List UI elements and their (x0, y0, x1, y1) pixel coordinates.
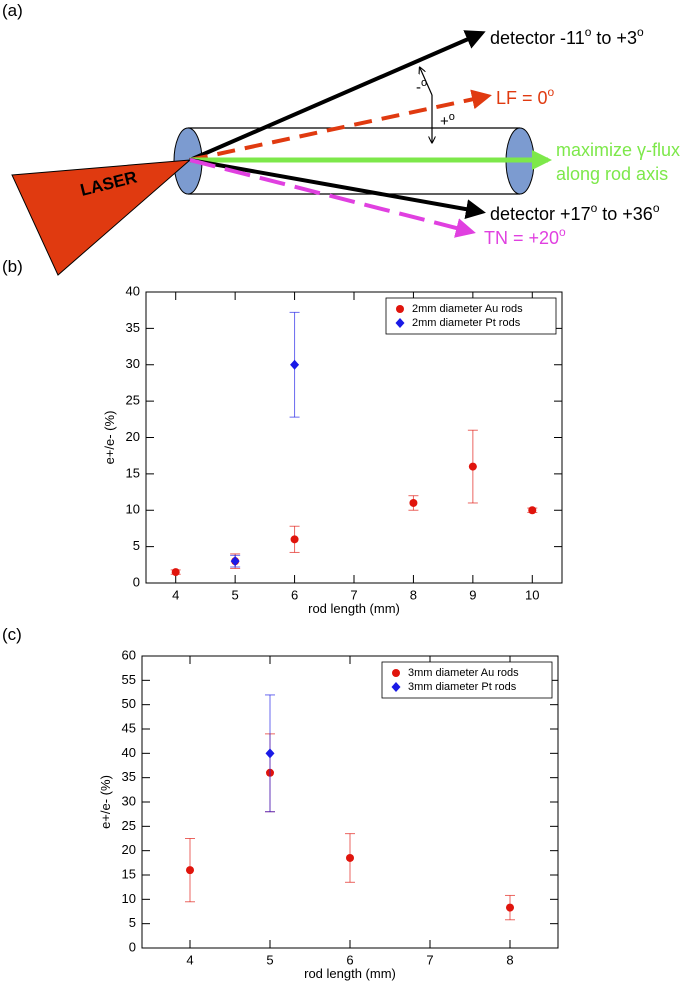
legend-label: 2mm diameter Pt rods (412, 317, 521, 329)
y-tick-label: 30 (122, 793, 136, 808)
x-tick-label: 4 (172, 587, 179, 602)
y-tick-label: 15 (122, 866, 136, 881)
y-tick-label: 35 (122, 769, 136, 784)
legend-box (381, 661, 553, 699)
y-tick-label: 35 (126, 320, 140, 335)
point (346, 853, 354, 862)
gamma-label: along rod axis (556, 164, 668, 184)
y-axis-label: e+/e- (%) (102, 411, 117, 465)
point (468, 462, 477, 471)
detector-arrow (189, 30, 486, 162)
x-tick-label: 5 (266, 952, 273, 967)
point (230, 556, 240, 567)
point (528, 506, 537, 515)
y-tick-label: 45 (122, 720, 136, 735)
point (171, 568, 180, 577)
x-axis-label: rod length (mm) (308, 601, 400, 616)
x-tick-label: 8 (506, 952, 513, 967)
x-tick-label: 7 (426, 952, 433, 967)
point (265, 748, 275, 759)
legend-label: 2mm diameter Au rods (412, 303, 523, 315)
y-tick-label: 10 (126, 502, 140, 517)
x-tick-label: 6 (346, 952, 353, 967)
point (506, 903, 514, 912)
laser-beam (11, 159, 192, 276)
y-tick-label: 5 (133, 538, 140, 553)
x-axis-label: rod length (mm) (304, 966, 396, 981)
y-tick-label: 10 (122, 891, 136, 906)
point (186, 866, 194, 875)
y-tick-label: 55 (122, 672, 136, 687)
y-tick-label: 25 (126, 393, 140, 408)
diagram: (a) LASER detector -11o to +3o LF = 0o -… (2, 1, 680, 276)
y-tick-label: 0 (133, 574, 140, 589)
legend-marker (396, 305, 404, 313)
panel-label: (c) (2, 625, 22, 644)
angle-arrow (420, 68, 433, 96)
legend-label: 3mm diameter Pt rods (408, 681, 517, 693)
x-tick-label: 9 (469, 587, 476, 602)
detector-arrow (189, 158, 486, 220)
chart: (b) 4 5 6 7 8 9 10 0 5 10 15 20 25 30 35 40 rod length (m… (2, 257, 563, 616)
y-tick-label: 20 (122, 842, 136, 857)
y-tick-label: 25 (122, 818, 136, 833)
plot-frame (141, 655, 559, 949)
x-tick-label: 6 (291, 587, 298, 602)
y-tick-label: 30 (126, 356, 140, 371)
detector-lower-label: detector +17o to +36o (490, 201, 660, 224)
y-tick-label: 40 (122, 745, 136, 760)
y-tick-label: 15 (126, 465, 140, 480)
legend-marker (391, 682, 401, 692)
x-tick-label: 5 (232, 587, 239, 602)
legend-label: 3mm diameter Au rods (408, 667, 519, 679)
point (290, 359, 300, 370)
legend-box (385, 297, 557, 335)
panel-label: (a) (2, 1, 23, 20)
detector-upper-label: detector -11o to +3o (490, 25, 644, 48)
tn-arrow (189, 158, 476, 238)
legend-marker (392, 669, 400, 677)
point (409, 498, 418, 507)
y-tick-label: 50 (122, 696, 136, 711)
lf-label: LF = 0o (496, 85, 555, 108)
plot-frame (145, 291, 563, 584)
tn-label: TN = +20o (484, 225, 566, 248)
legend-marker (395, 318, 405, 328)
y-tick-label: 0 (129, 939, 136, 954)
y-tick-label: 40 (126, 283, 140, 298)
lf-arrow (189, 89, 492, 162)
y-axis-label: e+/e- (%) (98, 775, 113, 829)
plus-label: +o (440, 111, 455, 130)
x-tick-label: 7 (350, 587, 357, 602)
x-tick-label: 8 (410, 587, 417, 602)
y-tick-label: 20 (126, 429, 140, 444)
minus-label: -o (416, 77, 427, 96)
panel-label: (b) (2, 257, 23, 276)
gamma-label: maximize γ-flux (556, 140, 680, 160)
x-tick-label: 10 (525, 587, 539, 602)
y-tick-label: 60 (122, 647, 136, 662)
x-tick-label: 4 (186, 952, 193, 967)
point (290, 535, 299, 544)
y-tick-label: 5 (129, 915, 136, 930)
